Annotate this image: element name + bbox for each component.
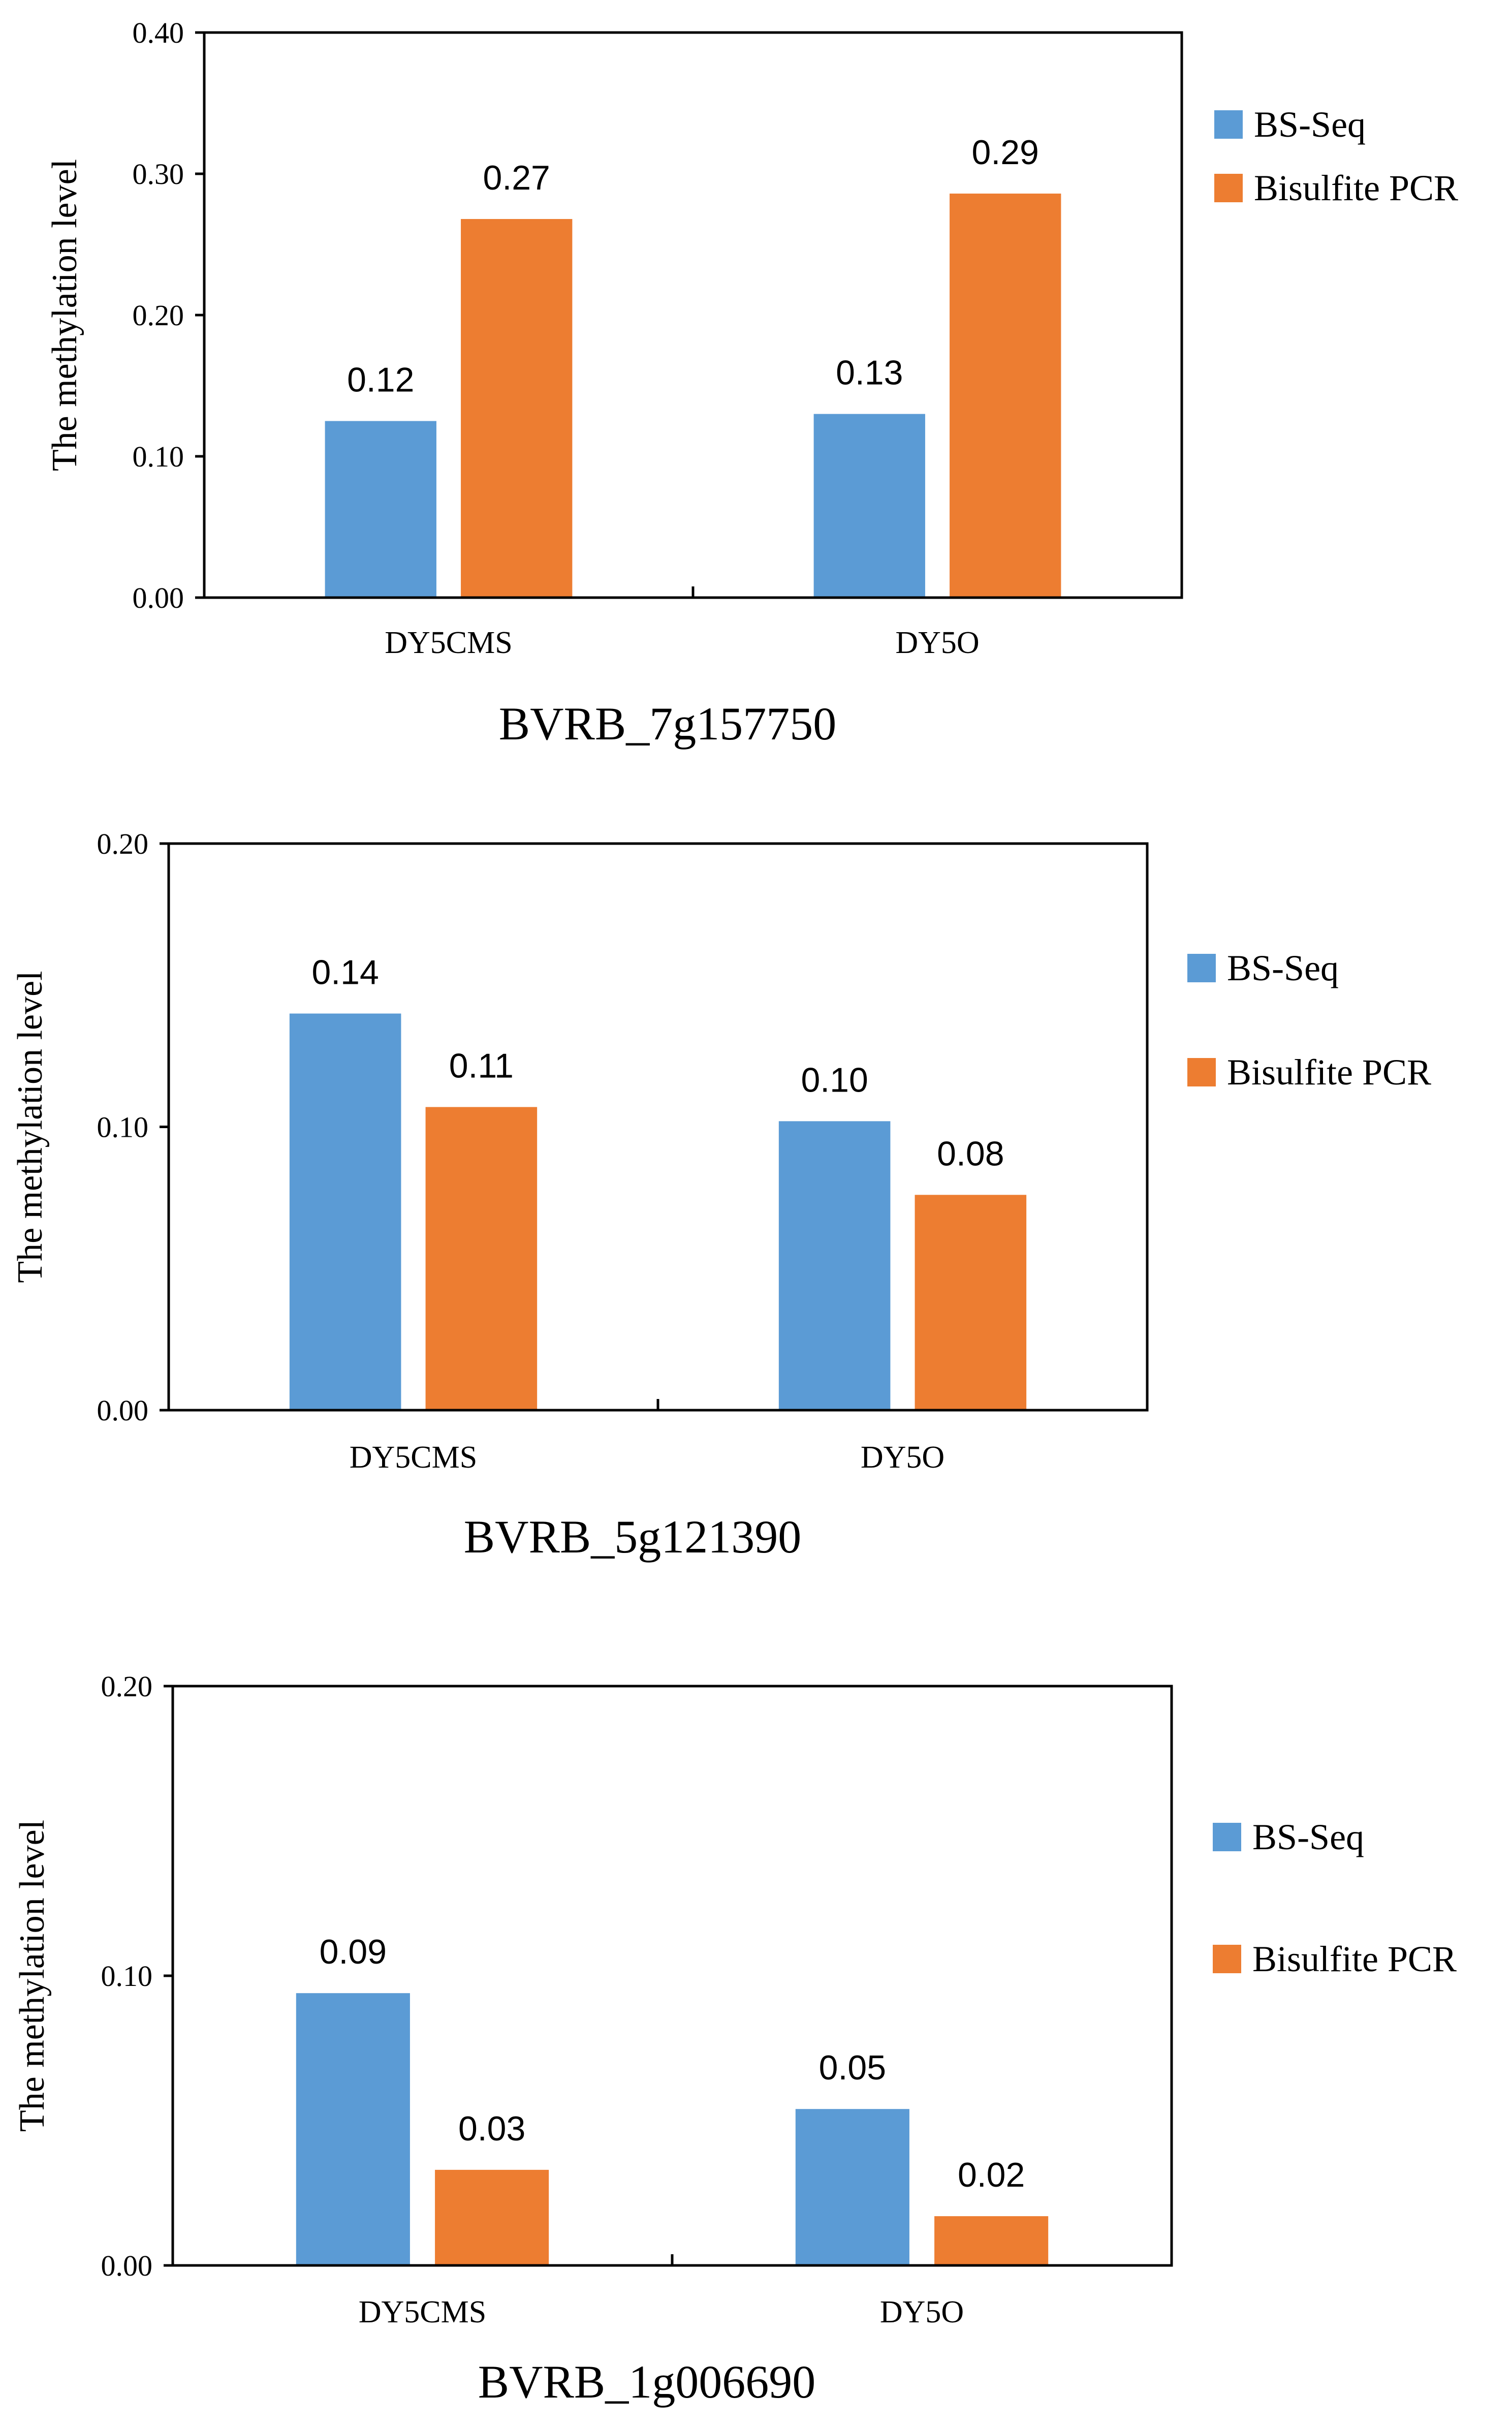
- data-label: 0.08: [937, 1134, 1004, 1173]
- y-axis-label: The methylation level: [11, 971, 50, 1283]
- y-tick-label: 0.20: [101, 1670, 153, 1703]
- y-tick-label: 0.10: [133, 440, 184, 473]
- legend-label: Bisulfite PCR: [1254, 168, 1458, 208]
- y-tick-label: 0.00: [97, 1394, 149, 1427]
- data-label: 0.13: [836, 354, 903, 392]
- bar-bisulfite-pcr-dy5cms: [435, 2169, 549, 2265]
- legend-label: Bisulfite PCR: [1252, 1939, 1457, 1979]
- legend-label: BS-Seq: [1254, 104, 1366, 145]
- data-label: 0.02: [958, 2156, 1025, 2194]
- data-label: 0.29: [972, 133, 1039, 172]
- y-tick-label: 0.10: [101, 1960, 153, 1993]
- y-tick-label: 0.00: [133, 581, 184, 614]
- x-category-label: DY5O: [895, 626, 979, 660]
- bar-bisulfite-pcr-dy5o: [934, 2216, 1049, 2265]
- y-tick-label: 0.30: [133, 158, 184, 191]
- legend: BS-Seq Bisulfite PCR: [1187, 948, 1431, 1093]
- legend-swatch-bisulfite_pcr: [1187, 1058, 1216, 1086]
- bar-bisulfite-pcr-dy5o: [950, 193, 1061, 598]
- legend-swatch-bisulfite_pcr: [1213, 1945, 1241, 1973]
- x-category-label: DY5CMS: [359, 2295, 487, 2329]
- data-label: 0.05: [819, 2048, 886, 2087]
- bar-bs-seq-dy5o: [813, 414, 925, 598]
- data-label: 0.27: [483, 159, 550, 197]
- bar-bs-seq-dy5cms: [289, 1013, 401, 1410]
- bar-bisulfite-pcr-dy5cms: [425, 1107, 538, 1410]
- data-label: 0.12: [347, 361, 414, 399]
- y-tick-label: 0.10: [97, 1111, 149, 1144]
- bar-bs-seq-dy5cms: [325, 421, 436, 598]
- legend-swatch-bisulfite_pcr: [1214, 174, 1243, 202]
- legend-label: BS-Seq: [1227, 948, 1339, 988]
- y-tick-label: 0.20: [97, 827, 149, 860]
- chart-panel-1: 0.00 0.10 0.20 0.30 0.40 The methylation leve…: [45, 16, 1458, 750]
- y-tick-label: 0.00: [101, 2249, 153, 2282]
- chart-title: BVRB_1g006690: [478, 2356, 816, 2408]
- legend-label: BS-Seq: [1252, 1817, 1364, 1857]
- y-axis-label: The methylation level: [45, 159, 84, 471]
- y-tick-label: 0.20: [133, 299, 184, 332]
- bar-bs-seq-dy5o: [778, 1121, 891, 1410]
- legend-swatch-bs_seq: [1187, 954, 1216, 982]
- bar-bs-seq-dy5o: [795, 2109, 909, 2265]
- data-label: 0.03: [458, 2109, 525, 2148]
- data-label: 0.10: [801, 1061, 868, 1099]
- legend: BS-Seq Bisulfite PCR: [1213, 1817, 1457, 1979]
- chart-title: BVRB_5g121390: [464, 1511, 802, 1563]
- bar-bisulfite-pcr-dy5o: [915, 1195, 1027, 1410]
- x-category-label: DY5CMS: [385, 626, 513, 660]
- legend-label: Bisulfite PCR: [1227, 1052, 1431, 1093]
- data-label: 0.11: [449, 1046, 514, 1085]
- bar-bisulfite-pcr-dy5cms: [461, 219, 573, 598]
- data-label: 0.09: [320, 1933, 387, 1971]
- chart-panel-3: 0.00 0.10 0.20 The methylation level 0.09 0.0…: [13, 1670, 1457, 2408]
- data-label: 0.14: [311, 953, 379, 992]
- y-tick-label: 0.40: [133, 16, 184, 49]
- bar-bs-seq-dy5cms: [296, 1993, 410, 2265]
- legend-swatch-bs_seq: [1214, 110, 1243, 139]
- x-category-label: DY5CMS: [350, 1440, 478, 1475]
- x-category-label: DY5O: [861, 1440, 944, 1475]
- x-category-label: DY5O: [880, 2295, 964, 2329]
- y-axis-label: The methylation level: [13, 1820, 52, 2132]
- chart-panel-2: 0.00 0.10 0.20 The methylation level 0.14 0.1…: [11, 827, 1431, 1563]
- chart-title: BVRB_7g157750: [499, 698, 837, 750]
- legend-swatch-bs_seq: [1213, 1823, 1241, 1851]
- legend: BS-Seq Bisulfite PCR: [1214, 104, 1458, 208]
